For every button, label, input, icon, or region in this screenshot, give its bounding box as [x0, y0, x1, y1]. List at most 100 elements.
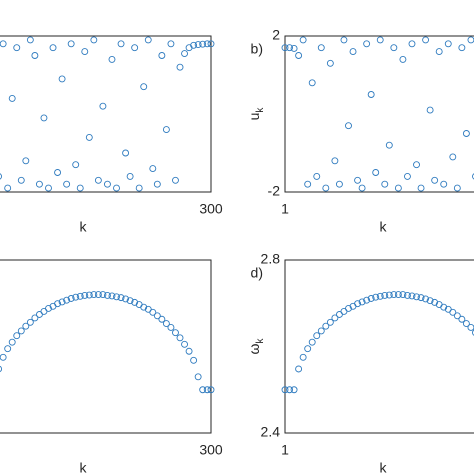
point [85, 291, 93, 299]
point [167, 324, 175, 331]
point [4, 345, 12, 353]
y-axis-label-main: u [246, 113, 262, 121]
point [63, 296, 71, 304]
point [408, 292, 416, 300]
x-tick-label: 1 [281, 201, 289, 217]
point [290, 45, 298, 52]
point [435, 48, 443, 56]
point [349, 48, 357, 56]
point [94, 291, 102, 299]
point [449, 153, 457, 161]
point [444, 40, 452, 48]
point [76, 292, 84, 300]
point [113, 184, 120, 192]
point [440, 180, 448, 188]
point [176, 334, 184, 342]
point [394, 184, 402, 192]
point [172, 329, 179, 337]
point [126, 297, 134, 305]
point [203, 386, 211, 394]
point [385, 291, 393, 299]
point [304, 180, 312, 188]
point [167, 40, 175, 48]
point [304, 345, 312, 353]
point [381, 292, 389, 299]
point [122, 149, 130, 157]
x-tick-label: 1 [281, 442, 289, 458]
x-axis-label: k [80, 460, 88, 474]
point [199, 40, 207, 48]
y-tick-label: 2.4 [261, 424, 281, 440]
point [422, 295, 430, 303]
x-tick-label: 300 [199, 201, 223, 217]
point [467, 324, 474, 331]
point [335, 180, 343, 188]
point [408, 40, 416, 48]
point [322, 184, 330, 192]
point [345, 304, 352, 312]
point [181, 50, 188, 57]
point [317, 327, 325, 335]
point [126, 172, 134, 180]
point [99, 102, 107, 110]
point [207, 40, 215, 48]
point [13, 332, 21, 340]
point [67, 295, 75, 302]
point [426, 106, 434, 114]
point [340, 36, 348, 44]
point [94, 176, 102, 184]
point [326, 318, 334, 326]
point [462, 320, 470, 328]
point [90, 36, 98, 44]
y-axis-label-subscript: k [255, 338, 266, 344]
point [322, 322, 330, 330]
point [140, 303, 148, 311]
point [8, 94, 16, 102]
point [149, 165, 157, 173]
point [453, 184, 461, 192]
point [49, 44, 57, 52]
axes-box [0, 35, 212, 193]
point [385, 141, 393, 149]
points [0, 36, 215, 192]
point [472, 329, 474, 336]
point [103, 292, 111, 299]
point [58, 75, 66, 83]
point [76, 184, 84, 192]
point [295, 365, 303, 373]
point [40, 114, 48, 122]
x-axis-label: k [80, 219, 88, 235]
point [117, 40, 125, 48]
point [363, 40, 371, 48]
panel-label: b) [251, 41, 263, 57]
point [281, 44, 289, 52]
point [22, 157, 30, 165]
point [194, 373, 202, 381]
point [31, 314, 39, 322]
point [376, 292, 384, 300]
point [17, 176, 25, 184]
point [286, 386, 293, 394]
point [162, 320, 170, 328]
point [426, 297, 434, 305]
point [54, 169, 62, 176]
point [144, 36, 152, 44]
point [199, 386, 207, 394]
point [403, 292, 411, 299]
point [281, 386, 289, 394]
point [0, 173, 3, 180]
point [0, 365, 3, 373]
point [326, 59, 334, 67]
point [472, 173, 474, 180]
point [453, 312, 461, 320]
point [0, 353, 7, 361]
point [58, 298, 66, 306]
point [381, 180, 389, 188]
point [431, 176, 439, 184]
axes-box [284, 259, 474, 434]
point [449, 308, 457, 316]
point [72, 293, 80, 301]
y-tick-label: 2.8 [261, 251, 281, 267]
point [390, 291, 398, 299]
